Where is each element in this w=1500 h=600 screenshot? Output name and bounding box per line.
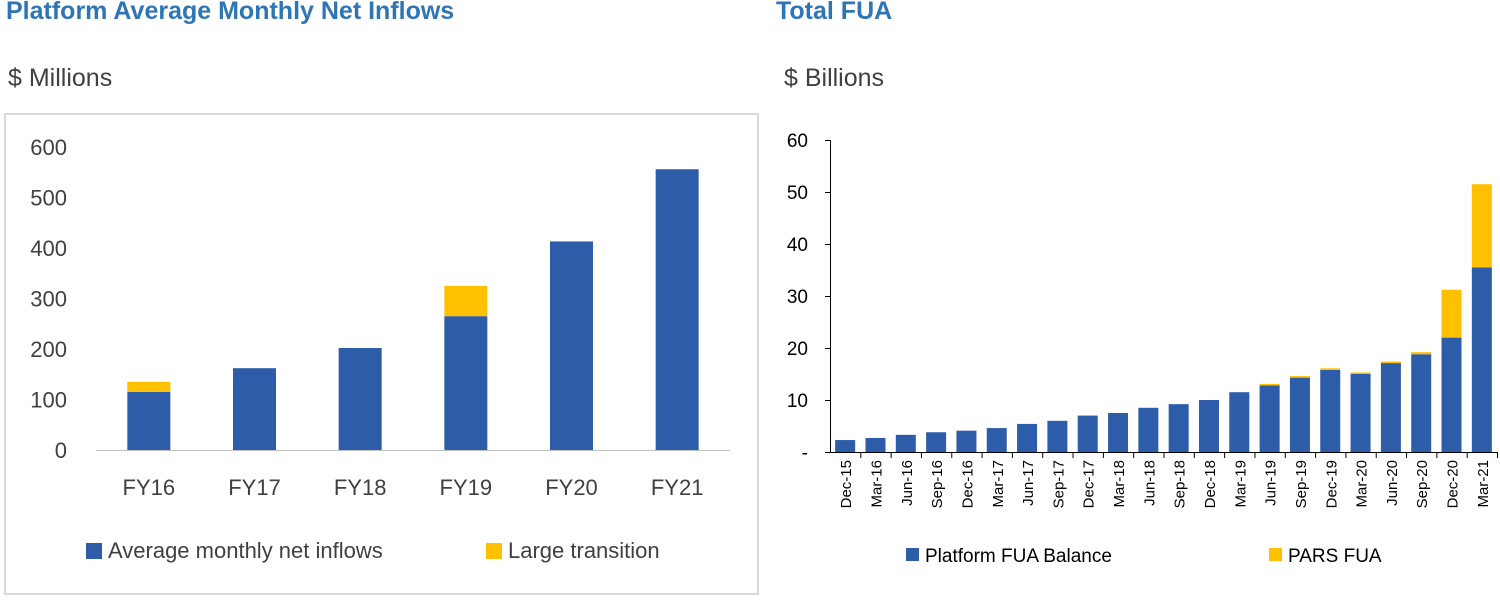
right-y-tick-label: 10	[787, 391, 808, 412]
right-x-tick-label: Mar-21	[1475, 460, 1492, 508]
left-bar-net-inflows	[550, 241, 593, 450]
right-y-tick-label: 50	[787, 183, 808, 204]
right-x-tick-label: Dec-17	[1081, 460, 1098, 508]
right-x-tick-label: Mar-18	[1111, 460, 1128, 508]
right-bar-pars-fua	[1471, 184, 1492, 268]
right-bar-platform-fua	[1138, 407, 1159, 452]
right-bar-platform-fua	[895, 434, 916, 452]
right-bar-platform-fua	[1411, 354, 1432, 452]
right-bar-platform-fua	[1259, 385, 1280, 452]
left-legend-swatch	[86, 543, 102, 559]
left-y-tick-label: 100	[30, 388, 67, 413]
right-x-tick-label: Jun-16	[899, 460, 916, 506]
left-y-tick-label: 400	[30, 236, 67, 261]
right-bar-platform-fua	[865, 437, 886, 452]
left-bar-net-inflows	[338, 347, 382, 450]
right-y-tick-label: 20	[787, 339, 808, 360]
right-bar-platform-fua	[926, 432, 947, 452]
right-x-tick-label: Jun-17	[1020, 460, 1037, 506]
right-bar-platform-fua	[1229, 392, 1250, 452]
left-y-tick-label: 600	[30, 135, 67, 160]
right-bar-platform-fua	[1108, 413, 1129, 452]
right-legend-swatch	[1269, 548, 1282, 561]
right-chart-title: Total FUA	[776, 0, 893, 25]
right-bar-pars-fua	[1320, 368, 1341, 370]
left-bar-net-inflows	[127, 391, 171, 450]
right-x-tick-label: Dec-18	[1202, 460, 1219, 508]
left-legend-label: Large transition	[508, 538, 660, 563]
right-bar-pars-fua	[1289, 376, 1310, 378]
right-bar-platform-fua	[1471, 267, 1492, 452]
right-x-tick-label: Dec-19	[1323, 460, 1340, 508]
right-x-tick-label: Jun-18	[1141, 460, 1158, 506]
right-bar-platform-fua	[1047, 420, 1068, 452]
right-bar-platform-fua	[1350, 374, 1371, 452]
left-y-tick-label: 0	[55, 438, 67, 463]
left-bar-large-transition	[127, 381, 171, 392]
left-x-tick-label: FY18	[334, 475, 387, 500]
right-x-tick-label: Sep-16	[929, 460, 946, 508]
right-y-tick-label: -	[802, 443, 808, 464]
right-x-tick-label: Dec-16	[959, 460, 976, 508]
left-x-tick-label: FY21	[651, 475, 704, 500]
right-unit-label: $ Billions	[784, 64, 885, 92]
right-bar-platform-fua	[1198, 400, 1219, 452]
right-y-tick-label: 40	[787, 235, 808, 256]
right-x-tick-label: Mar-17	[990, 460, 1007, 508]
left-unit-label: $ Millions	[8, 64, 113, 92]
left-bar-net-inflows	[233, 368, 276, 450]
left-legend-swatch	[486, 543, 502, 559]
left-bar-large-transition	[444, 285, 488, 317]
right-bar-pars-fua	[1380, 361, 1401, 364]
right-x-tick-label: Dec-20	[1445, 460, 1462, 508]
right-x-tick-label: Sep-20	[1414, 460, 1431, 508]
right-legend-label: PARS FUA	[1288, 546, 1382, 567]
right-x-tick-label: Jun-20	[1384, 460, 1401, 506]
left-x-tick-label: FY17	[228, 475, 281, 500]
right-bar-platform-fua	[835, 440, 856, 452]
right-bar-platform-fua	[1017, 423, 1038, 452]
right-legend-swatch	[906, 548, 919, 561]
right-bar-platform-fua	[1320, 369, 1341, 452]
right-x-tick-label: Jun-19	[1263, 460, 1280, 506]
left-bar-net-inflows	[655, 169, 699, 450]
right-bar-platform-fua	[986, 428, 1007, 452]
right-bar-pars-fua	[1350, 372, 1371, 374]
left-y-tick-label: 500	[30, 186, 67, 211]
left-bar-net-inflows	[444, 316, 488, 450]
left-y-tick-label: 200	[30, 337, 67, 362]
right-bar-platform-fua	[956, 430, 977, 452]
left-x-tick-label: FY19	[440, 475, 493, 500]
right-x-tick-label: Sep-19	[1293, 460, 1310, 508]
right-x-tick-label: Sep-17	[1050, 460, 1067, 508]
left-x-tick-label: FY16	[123, 475, 176, 500]
right-bar-pars-fua	[1259, 383, 1280, 386]
right-x-tick-label: Dec-15	[838, 460, 855, 508]
right-bar-pars-fua	[1411, 352, 1432, 355]
left-legend-label: Average monthly net inflows	[108, 538, 383, 563]
right-y-tick-label: 60	[787, 131, 808, 152]
right-legend-label: Platform FUA Balance	[925, 546, 1112, 567]
right-bar-pars-fua	[1441, 289, 1462, 338]
right-bar-platform-fua	[1168, 404, 1189, 452]
left-x-tick-label: FY20	[545, 475, 598, 500]
right-bar-platform-fua	[1289, 377, 1310, 452]
left-y-tick-label: 300	[30, 287, 67, 312]
right-bar-platform-fua	[1441, 337, 1462, 452]
right-x-tick-label: Sep-18	[1172, 460, 1189, 508]
right-x-tick-label: Mar-16	[868, 460, 885, 508]
right-x-tick-label: Mar-19	[1232, 460, 1249, 508]
left-chart-title: Platform Average Monthly Net Inflows	[6, 0, 455, 25]
right-bar-platform-fua	[1380, 363, 1401, 452]
right-x-tick-label: Mar-20	[1354, 460, 1371, 508]
left-chart-frame	[4, 113, 759, 595]
right-bar-platform-fua	[1077, 415, 1098, 452]
right-y-tick-label: 30	[787, 287, 808, 308]
